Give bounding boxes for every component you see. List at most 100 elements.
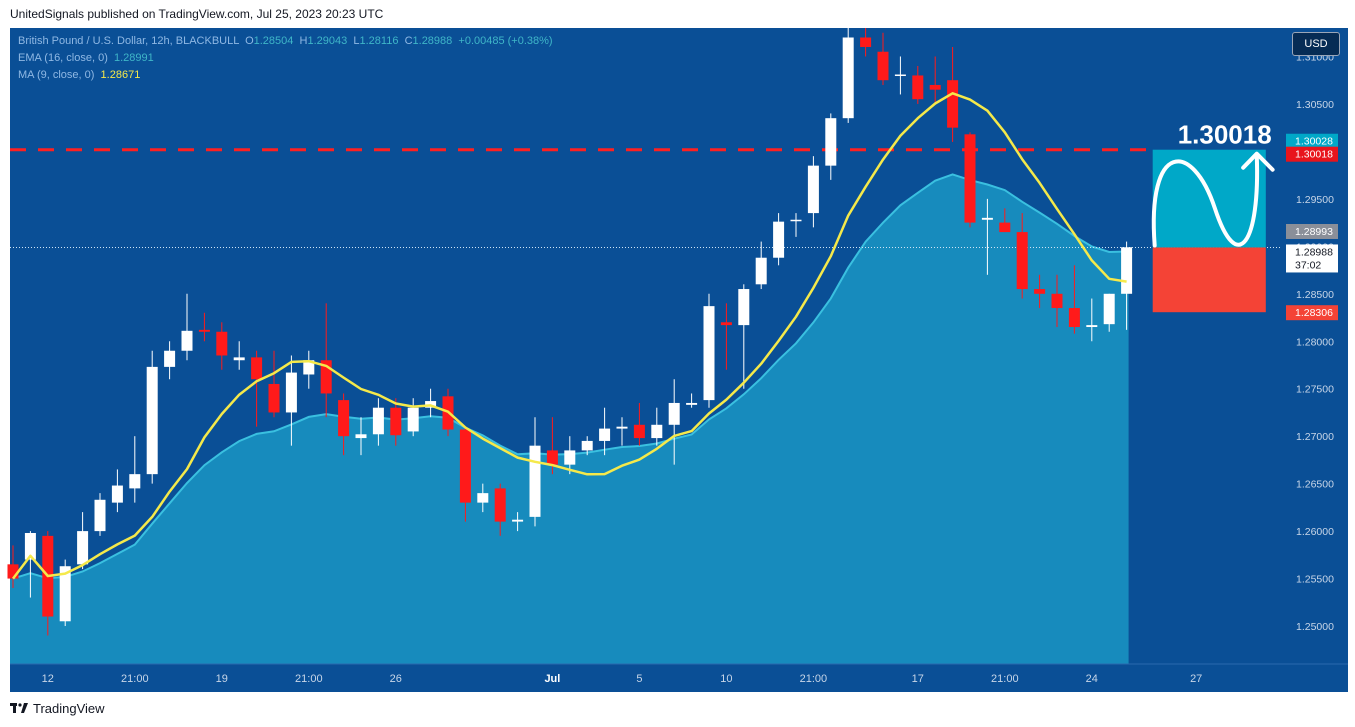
candle[interactable] <box>320 303 332 418</box>
candle[interactable] <box>338 393 350 456</box>
stop-zone[interactable] <box>1152 247 1266 313</box>
candle[interactable] <box>216 322 228 370</box>
legend-ema-row[interactable]: EMA (16, close, 0) 1.28991 <box>18 52 154 64</box>
candle-body <box>668 402 680 425</box>
candle[interactable] <box>459 426 471 522</box>
candle[interactable] <box>912 65 924 104</box>
price-tick-label: 1.27500 <box>1296 384 1334 396</box>
candle[interactable] <box>564 436 576 475</box>
long-position-tool <box>1151 149 1275 313</box>
candle[interactable] <box>111 469 123 513</box>
candle[interactable] <box>355 417 367 456</box>
candle[interactable] <box>929 56 941 104</box>
price-marker-label: 1.28306 <box>1295 307 1333 319</box>
candle[interactable] <box>285 355 297 446</box>
candle-body <box>1103 293 1115 325</box>
candle-body <box>268 383 280 413</box>
candle[interactable] <box>999 208 1011 233</box>
candle[interactable] <box>59 559 71 627</box>
candle[interactable] <box>512 512 524 532</box>
candle[interactable] <box>268 350 280 418</box>
candle[interactable] <box>668 379 680 465</box>
candle[interactable] <box>94 493 106 536</box>
time-tick-label: 19 <box>216 673 228 685</box>
candle-body <box>129 474 141 489</box>
ema-label: EMA (16, close, 0) <box>18 52 108 64</box>
candle[interactable] <box>303 350 315 389</box>
candle[interactable] <box>372 398 384 446</box>
published-header: UnitedSignals published on TradingView.c… <box>10 7 384 21</box>
candle[interactable] <box>251 350 263 427</box>
candle[interactable] <box>633 402 645 446</box>
candle[interactable] <box>494 483 506 536</box>
candle-body <box>1086 325 1098 328</box>
legend-ma-row[interactable]: MA (9, close, 0) 1.28671 <box>18 69 140 81</box>
candle-body <box>1121 247 1133 294</box>
candle[interactable] <box>198 312 210 342</box>
candle-body <box>633 424 645 439</box>
candle-body <box>111 485 123 503</box>
candle[interactable] <box>77 512 89 570</box>
candle[interactable] <box>1086 298 1098 342</box>
candle-body <box>790 219 802 222</box>
candle[interactable] <box>651 407 663 446</box>
candle[interactable] <box>755 241 767 290</box>
symbol-name: British Pound / U.S. Dollar, 12h, BLACKB… <box>18 35 239 47</box>
candle-body <box>842 37 854 119</box>
price-marker-label: 1.28993 <box>1295 226 1333 238</box>
candle[interactable] <box>1051 274 1063 328</box>
candle-body <box>198 329 210 332</box>
candle[interactable] <box>581 436 593 456</box>
tradingview-brand[interactable]: TradingView <box>33 701 105 716</box>
candle[interactable] <box>390 398 402 446</box>
candle[interactable] <box>616 417 628 446</box>
candle[interactable] <box>1034 274 1046 309</box>
time-tick-label: 5 <box>636 673 642 685</box>
candle[interactable] <box>7 545 19 589</box>
low-value: 1.28116 <box>359 35 399 47</box>
candle[interactable] <box>181 293 193 361</box>
candle[interactable] <box>129 436 141 503</box>
candle[interactable] <box>1068 265 1080 334</box>
candle[interactable] <box>686 393 698 408</box>
candle[interactable] <box>407 398 419 437</box>
price-axis: 1.25000 1.25500 1.26000 1.26500 1.27000 1.275… <box>1282 28 1348 664</box>
candle-body <box>355 434 367 439</box>
candle-body <box>181 330 193 351</box>
currency-button[interactable]: USD <box>1292 32 1340 56</box>
ema-16-fill <box>10 174 1129 664</box>
candle[interactable] <box>842 28 854 123</box>
candle[interactable] <box>164 341 176 380</box>
candle[interactable] <box>825 113 837 180</box>
candle[interactable] <box>790 213 802 237</box>
candle[interactable] <box>981 198 993 275</box>
candle[interactable] <box>964 132 976 228</box>
legend-symbol-row: British Pound / U.S. Dollar, 12h, BLACKB… <box>18 35 553 47</box>
candle[interactable] <box>146 350 158 484</box>
candle[interactable] <box>807 156 819 228</box>
candle[interactable] <box>720 303 732 370</box>
candle-body <box>877 51 889 81</box>
candle[interactable] <box>877 32 889 85</box>
candle[interactable] <box>477 483 489 513</box>
candle[interactable] <box>425 388 437 418</box>
price-marker-bg <box>1286 223 1338 239</box>
candle[interactable] <box>703 293 715 408</box>
candle[interactable] <box>1103 293 1115 332</box>
price-tick-label: 1.28500 <box>1296 289 1334 301</box>
candle-body <box>1034 289 1046 294</box>
candle[interactable] <box>1121 241 1133 330</box>
candle-body <box>564 450 576 465</box>
candle[interactable] <box>738 284 750 389</box>
candle[interactable] <box>24 531 36 598</box>
candle[interactable] <box>1016 213 1028 299</box>
candle[interactable] <box>894 56 906 95</box>
candle-body <box>929 84 941 90</box>
price-tick-label: 1.26000 <box>1296 526 1334 538</box>
candle[interactable] <box>233 341 245 370</box>
candle[interactable] <box>860 28 872 57</box>
candle[interactable] <box>599 407 611 456</box>
candle[interactable] <box>529 417 541 527</box>
candle[interactable] <box>773 213 785 266</box>
